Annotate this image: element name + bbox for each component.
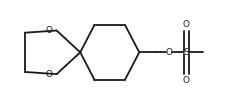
- Text: O: O: [45, 70, 52, 79]
- Text: O: O: [165, 48, 172, 57]
- Text: O: O: [45, 26, 52, 35]
- Text: S: S: [184, 48, 189, 57]
- Text: O: O: [183, 20, 190, 29]
- Text: O: O: [183, 76, 190, 85]
